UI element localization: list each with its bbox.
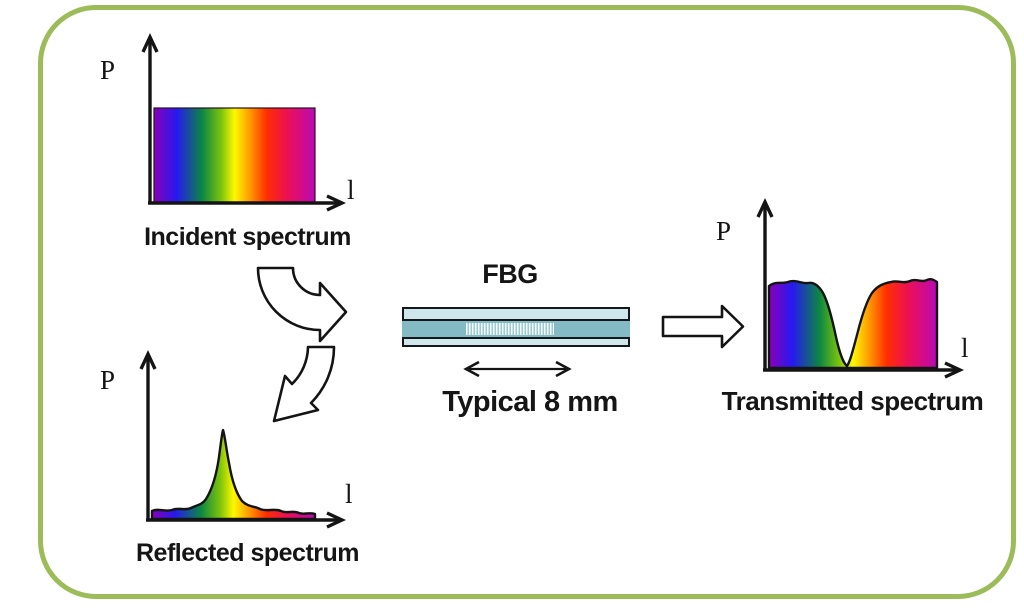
reflected-spectrum-caption: Reflected spectrum	[135, 539, 360, 567]
transmitted-spectrum-caption: Transmitted spectrum	[721, 386, 984, 416]
transmitted-notch-curve	[767, 277, 939, 370]
transmitted-y-axis-label: P	[716, 216, 732, 246]
transmitted-x-axis-label: l	[961, 333, 969, 363]
fbg-fiber	[402, 307, 630, 347]
fiber-core	[402, 319, 630, 339]
incident-y-axis-label: P	[100, 55, 116, 85]
reflected-peak-curve	[150, 428, 317, 521]
incident-rainbow-band	[153, 107, 316, 204]
incident-y-axis-arrowhead	[141, 32, 159, 53]
transmitted-x-axis-arrowhead	[944, 361, 965, 379]
reflected-x-axis-label: l	[345, 479, 353, 509]
reflected-spectrum-plot	[139, 349, 347, 529]
grating-length-arrow	[463, 360, 572, 378]
reflected-x-axis-arrowhead	[326, 511, 347, 529]
incident-x-axis-label: l	[347, 175, 355, 205]
grating-length-label: Typical 8 mm	[442, 386, 618, 418]
incident-spectrum-caption: Incident spectrum	[144, 223, 351, 251]
incident-spectrum-plot	[141, 32, 347, 212]
fbg-title: FBG	[482, 259, 538, 289]
reflected-y-axis-arrowhead	[139, 349, 157, 370]
grating-length-arrowhead-left	[463, 360, 480, 378]
fiber-grating	[466, 323, 554, 335]
grating-length-arrowhead-right	[555, 360, 572, 378]
incident-x-axis-arrowhead	[326, 194, 347, 212]
transmitted-y-axis-arrowhead	[756, 197, 774, 218]
rounded-frame-border	[38, 5, 1016, 599]
reflected-y-axis-label: P	[100, 365, 116, 395]
transmitted-spectrum-plot	[756, 197, 965, 379]
